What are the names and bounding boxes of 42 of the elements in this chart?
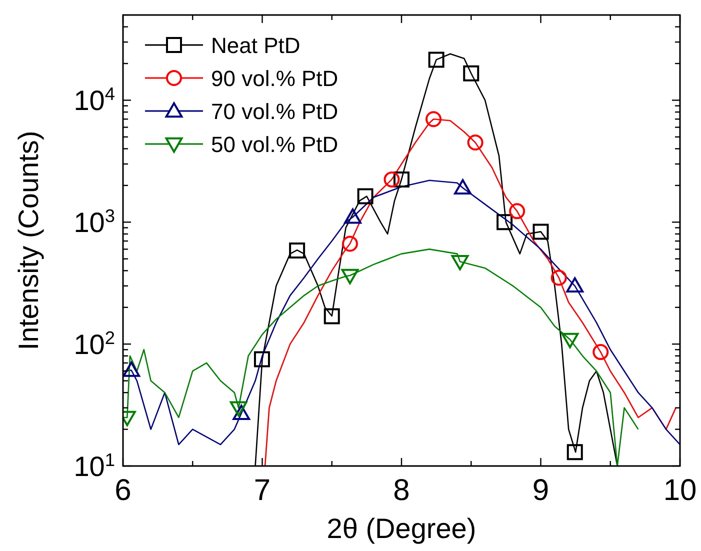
x-tick-label: 9 xyxy=(532,474,550,507)
point xyxy=(428,52,444,68)
point xyxy=(451,254,469,270)
point xyxy=(463,65,480,82)
point xyxy=(509,203,526,220)
point xyxy=(384,171,400,188)
point xyxy=(357,188,374,204)
point xyxy=(341,268,359,284)
legend-label: 50 vol.% PtD xyxy=(211,132,338,157)
x-axis-title: 2θ (Degree) xyxy=(326,513,476,544)
point xyxy=(566,444,583,460)
point xyxy=(254,351,270,368)
legend-label: 90 vol.% PtD xyxy=(211,66,338,91)
point xyxy=(566,277,584,292)
point xyxy=(230,401,248,417)
y-axis-title: Intensity (Counts) xyxy=(13,130,44,350)
point xyxy=(394,171,410,188)
y-tick-label: 10$^{1}$ xyxy=(74,450,115,482)
legend-label: 70 vol.% PtD xyxy=(211,99,338,124)
point xyxy=(467,134,484,150)
x-tick-label: 8 xyxy=(393,474,410,507)
line-series xyxy=(123,248,639,466)
point xyxy=(324,308,340,324)
point xyxy=(454,179,472,194)
y-tick-label: 10$^{3}$ xyxy=(74,206,115,238)
point xyxy=(232,404,250,420)
point xyxy=(123,362,140,377)
point xyxy=(344,208,362,224)
y-tick-label: 10$^{2}$ xyxy=(74,328,115,360)
point xyxy=(496,214,513,230)
x-tick-label: 6 xyxy=(114,474,132,507)
point xyxy=(592,344,609,360)
x-tick-label: 7 xyxy=(254,474,271,507)
y-tick-label: 10$^{4}$ xyxy=(74,84,115,116)
legend-label: Neat PtD xyxy=(211,33,300,58)
point xyxy=(426,111,442,128)
point xyxy=(550,270,567,286)
point xyxy=(561,332,579,348)
point xyxy=(532,224,549,240)
point xyxy=(342,236,358,252)
point xyxy=(289,242,306,259)
x-tick-label: 10 xyxy=(663,474,697,507)
